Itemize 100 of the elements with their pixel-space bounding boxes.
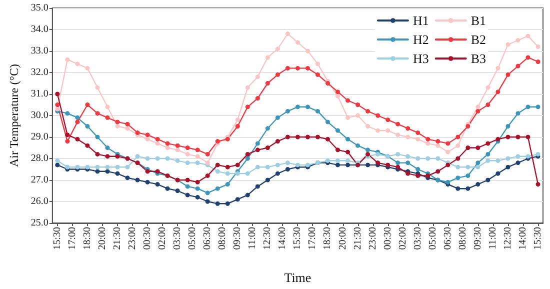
point [175, 148, 180, 152]
x-tick-label: 14:00 [277, 227, 288, 250]
point [416, 156, 420, 161]
point [496, 66, 500, 70]
y-tick-label: 26.0 [30, 196, 48, 207]
point [396, 152, 400, 156]
point [135, 154, 140, 159]
point [155, 182, 160, 187]
point [235, 124, 240, 128]
point [466, 124, 470, 128]
y-tick-label: 35.0 [30, 2, 48, 14]
y-tick-label: 27.0 [30, 174, 48, 186]
x-tick-label: 11:00 [487, 227, 498, 250]
x-tick-label: 05:00 [427, 227, 438, 250]
point [235, 162, 240, 168]
point [275, 162, 280, 168]
point [105, 146, 110, 150]
point [275, 139, 280, 144]
point [295, 40, 300, 45]
point [165, 141, 170, 146]
point [486, 141, 490, 146]
point [85, 102, 90, 107]
point [125, 122, 130, 126]
point [95, 134, 100, 140]
point [145, 156, 150, 161]
point [75, 62, 80, 66]
point [476, 182, 480, 187]
point [75, 164, 80, 170]
point [195, 186, 200, 191]
point [105, 164, 110, 170]
point [55, 162, 60, 168]
point [275, 115, 280, 120]
point [426, 136, 430, 142]
point [516, 38, 520, 42]
point [185, 146, 190, 150]
point [315, 108, 320, 114]
point [155, 156, 160, 161]
point [255, 164, 260, 170]
point [165, 186, 170, 191]
point [255, 148, 260, 152]
point [356, 143, 360, 148]
point [105, 104, 110, 110]
point [265, 178, 270, 182]
point [155, 136, 160, 142]
point [496, 171, 500, 176]
point [456, 134, 460, 140]
point [476, 104, 480, 110]
point [336, 158, 340, 163]
point [75, 115, 80, 120]
point [295, 134, 300, 140]
point [245, 171, 250, 176]
point [506, 42, 510, 47]
point [275, 46, 280, 52]
point [336, 162, 340, 168]
x-tick-label: 12:30 [262, 227, 274, 250]
point [516, 154, 520, 159]
point [195, 194, 200, 200]
point [95, 111, 100, 116]
point [436, 169, 440, 174]
point [265, 126, 270, 131]
point [366, 108, 370, 114]
point [476, 108, 480, 114]
point [225, 164, 230, 170]
x-tick-label: 23:00 [127, 227, 138, 250]
point [235, 118, 240, 122]
point [396, 160, 400, 166]
point [65, 111, 70, 116]
point [426, 156, 430, 161]
point [255, 96, 260, 101]
point [406, 126, 410, 131]
point [205, 152, 210, 156]
point [285, 108, 290, 114]
point [486, 102, 490, 107]
point [456, 164, 460, 170]
point [285, 66, 290, 70]
point [496, 136, 500, 142]
point [516, 64, 520, 68]
point [446, 180, 450, 184]
point [466, 146, 470, 150]
point [466, 186, 470, 191]
legend-label: H3 [412, 51, 429, 66]
point [526, 55, 530, 60]
point [336, 94, 340, 98]
point [516, 134, 520, 140]
x-tick-label: 00:30 [382, 227, 394, 250]
point [366, 124, 370, 128]
x-tick-label: 02:00 [397, 227, 408, 250]
point [265, 146, 270, 150]
point [336, 128, 340, 133]
point [125, 126, 130, 131]
point [386, 118, 390, 122]
point [105, 169, 110, 174]
point [406, 160, 410, 166]
point [346, 136, 350, 142]
point [376, 113, 380, 118]
point [446, 150, 450, 154]
x-tick-label: 15:30 [52, 227, 63, 250]
y-tick-label: 34.0 [30, 24, 48, 35]
point [245, 156, 250, 161]
point [446, 141, 450, 146]
